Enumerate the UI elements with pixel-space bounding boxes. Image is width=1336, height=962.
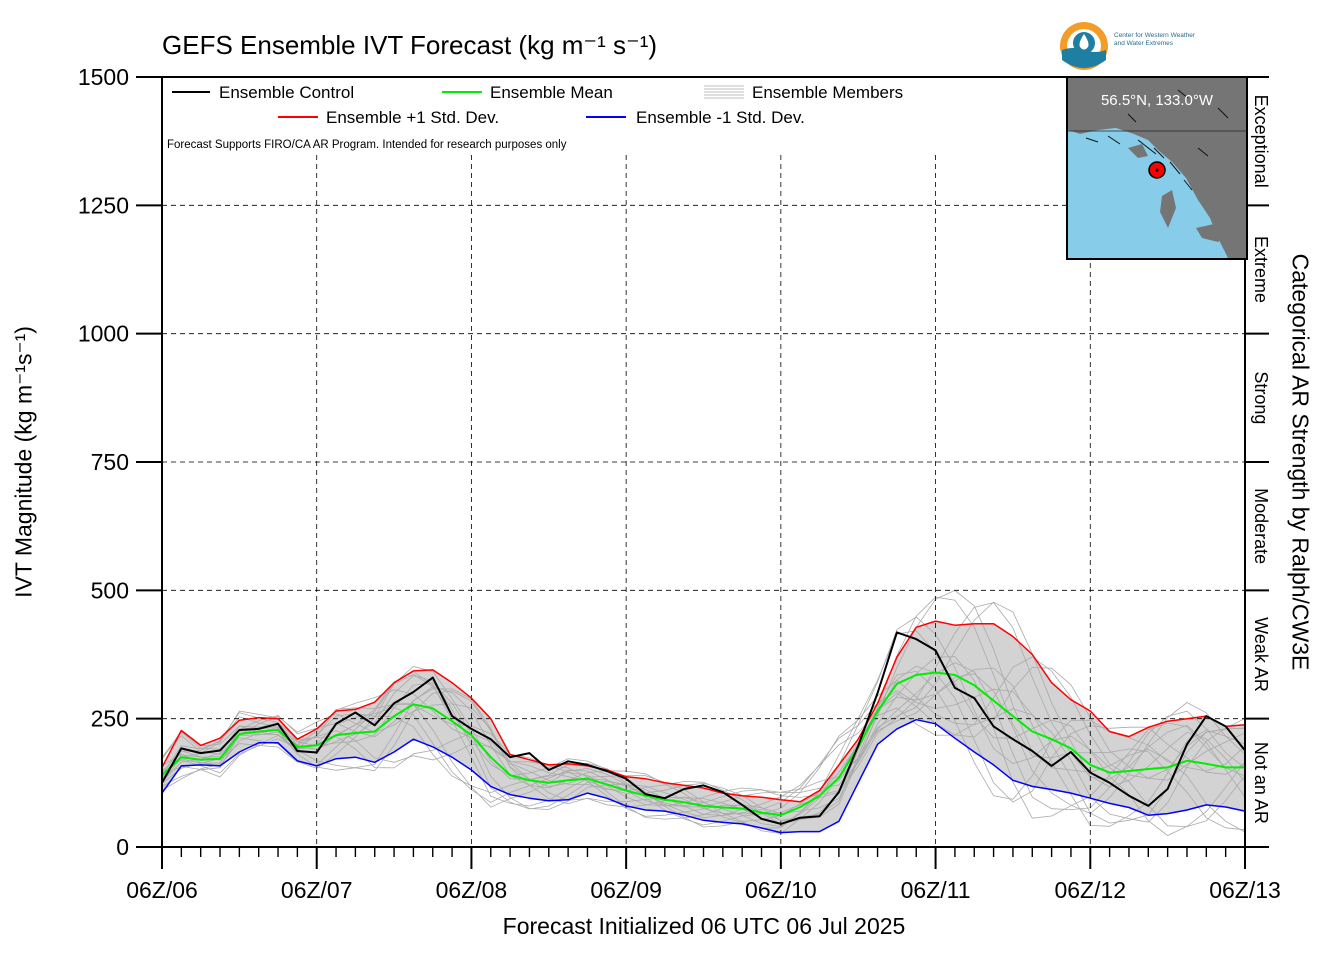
cw3e-logo-icon [1060, 22, 1108, 70]
category-label: Exceptional [1251, 95, 1271, 188]
x-tick-label: 06Z/10 [745, 877, 817, 903]
ensemble-members [161, 589, 1246, 836]
series-lines [161, 620, 1246, 834]
member-line [161, 673, 1246, 814]
chart-title: GEFS Ensemble IVT Forecast (kg m⁻¹ s⁻¹) [162, 30, 658, 60]
inset-location-text: 56.5°N, 133.0°W [1100, 92, 1214, 109]
member-line [161, 667, 1246, 827]
y-tick-label: 0 [116, 834, 129, 860]
member-line [161, 602, 1246, 826]
member-line [161, 601, 1246, 828]
category-label: Strong [1251, 371, 1271, 424]
category-label: Weak AR [1251, 617, 1271, 692]
series-ensemble-mean [161, 671, 1245, 817]
x-tick-label: 06Z/13 [1209, 877, 1281, 903]
cw3e-logo: Center for Western Weather and Water Ext… [1058, 20, 1258, 72]
series-ensemble-control [161, 631, 1246, 825]
ar-categories: Not an AR Weak AR Moderate Strong Extreme Exc… [1245, 76, 1271, 848]
y-tick-label: 250 [91, 706, 129, 732]
series-ensemble-1-std-dev [161, 718, 1246, 834]
std-dev-shading [162, 621, 1245, 833]
member-line [161, 667, 1246, 834]
category-label: Not an AR [1251, 742, 1271, 824]
member-line [161, 662, 1246, 811]
x-tick-label: 06Z/11 [901, 877, 971, 903]
y-tick-label: 750 [91, 449, 129, 475]
category-label: Extreme [1251, 236, 1271, 303]
y-tick-label: 1500 [78, 64, 129, 90]
y-tick-label: 500 [91, 577, 129, 603]
location-inset-map: 56.5°N, 133.0°W [1066, 76, 1248, 260]
std-dev-band [162, 621, 1245, 833]
x-tick-label: 06Z/08 [436, 877, 508, 903]
x-axis-label: Forecast Initialized 06 UTC 06 Jul 2025 [502, 913, 906, 939]
legend-label: Ensemble Members [752, 83, 903, 102]
x-tick-label: 06Z/06 [126, 877, 198, 903]
grid-lines [162, 155, 1245, 847]
series-ensemble-1-std-dev [161, 620, 1246, 803]
category-label: Moderate [1251, 488, 1271, 564]
x-tick-label: 06Z/12 [1054, 877, 1126, 903]
y-tick-label: 1250 [78, 192, 129, 218]
logo-text: Center for Western Weather and Water Ext… [1114, 32, 1196, 47]
x-tick-label: 06Z/09 [590, 877, 662, 903]
member-line [161, 616, 1246, 828]
legend-label: Ensemble Mean [490, 83, 613, 102]
y-tick-label: 1000 [78, 321, 129, 347]
disclaimer-note: Forecast Supports FIRO/CA AR Program. In… [167, 139, 567, 151]
legend: Ensemble Control Ensemble Mean Ensemble Me… [167, 83, 903, 151]
axes: 0 250 500 750 1000 1250 1500 06Z/06 06Z/07 06Z/08… [78, 64, 1281, 903]
legend-label: Ensemble +1 Std. Dev. [326, 108, 499, 127]
member-line [161, 679, 1246, 823]
legend-label: Ensemble -1 Std. Dev. [636, 108, 805, 127]
x-tick-label: 06Z/07 [281, 877, 353, 903]
member-line [161, 589, 1246, 833]
legend-label: Ensemble Control [219, 83, 354, 102]
